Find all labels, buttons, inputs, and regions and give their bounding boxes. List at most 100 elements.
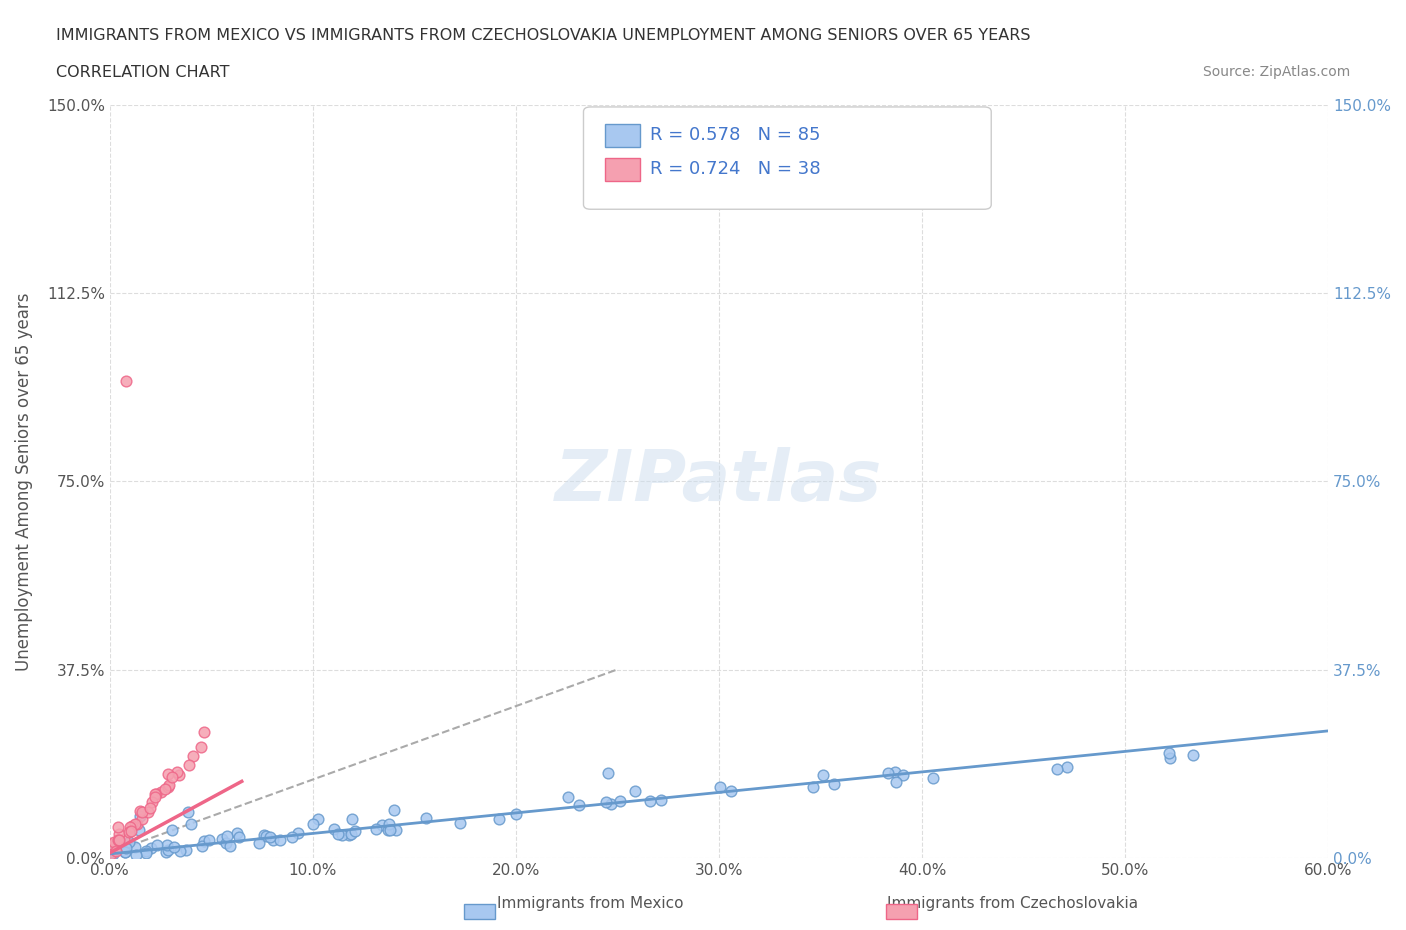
Point bbox=[145, 787, 167, 802]
Point bbox=[124, 817, 146, 831]
Point bbox=[193, 724, 215, 739]
Point bbox=[215, 829, 238, 844]
Point bbox=[125, 848, 148, 863]
Point bbox=[100, 837, 122, 852]
Point bbox=[135, 845, 157, 860]
Point bbox=[128, 822, 150, 837]
Text: Immigrants from Czechoslovakia: Immigrants from Czechoslovakia bbox=[887, 897, 1137, 911]
Point bbox=[129, 804, 152, 818]
Point bbox=[118, 834, 141, 849]
Point bbox=[138, 804, 160, 819]
Point bbox=[167, 767, 190, 782]
Point bbox=[143, 787, 166, 802]
Point bbox=[884, 775, 907, 790]
Point bbox=[609, 793, 631, 808]
Point bbox=[891, 768, 914, 783]
Point bbox=[488, 812, 510, 827]
Point bbox=[262, 832, 284, 847]
Point bbox=[114, 841, 136, 856]
Point bbox=[228, 830, 250, 844]
Point bbox=[1159, 751, 1181, 765]
Point bbox=[120, 824, 142, 839]
Point bbox=[568, 798, 591, 813]
Point bbox=[449, 815, 471, 830]
Point bbox=[107, 819, 129, 834]
Point bbox=[150, 785, 173, 800]
Point bbox=[339, 828, 361, 843]
Point bbox=[884, 764, 907, 779]
Point bbox=[120, 819, 142, 834]
Point bbox=[146, 837, 169, 852]
Point bbox=[709, 779, 731, 794]
Point bbox=[650, 793, 672, 808]
Point bbox=[155, 781, 177, 796]
Point bbox=[599, 796, 621, 811]
Point bbox=[323, 821, 346, 836]
Point bbox=[141, 794, 163, 809]
Text: Immigrants from Mexico: Immigrants from Mexico bbox=[498, 897, 683, 911]
Point bbox=[253, 828, 276, 843]
Point bbox=[340, 812, 363, 827]
Point bbox=[104, 844, 127, 858]
Point bbox=[922, 771, 945, 786]
Point bbox=[157, 766, 180, 781]
Point bbox=[180, 817, 202, 831]
Point bbox=[380, 822, 402, 837]
Point bbox=[302, 817, 325, 831]
Point bbox=[169, 844, 191, 858]
Point bbox=[247, 836, 270, 851]
Point bbox=[415, 810, 437, 825]
Point bbox=[181, 749, 204, 764]
Text: CORRELATION CHART: CORRELATION CHART bbox=[56, 65, 229, 80]
Point bbox=[877, 765, 900, 780]
Point bbox=[115, 374, 138, 389]
Point bbox=[215, 836, 238, 851]
Point bbox=[343, 824, 366, 839]
Point bbox=[114, 844, 136, 859]
Point bbox=[287, 826, 309, 841]
Point bbox=[101, 844, 124, 859]
Point bbox=[269, 832, 291, 847]
Point bbox=[177, 804, 200, 819]
Point bbox=[143, 790, 166, 804]
Point bbox=[385, 822, 408, 837]
Point bbox=[190, 739, 212, 754]
Point bbox=[105, 836, 128, 851]
Text: R = 0.724   N = 38: R = 0.724 N = 38 bbox=[650, 160, 820, 179]
Point bbox=[131, 811, 153, 826]
Point bbox=[155, 844, 177, 859]
Point bbox=[135, 844, 157, 858]
Point bbox=[259, 830, 281, 844]
Point bbox=[378, 817, 401, 831]
Point bbox=[128, 809, 150, 824]
Point bbox=[640, 794, 662, 809]
Point bbox=[211, 831, 233, 846]
Point bbox=[364, 821, 387, 836]
Point bbox=[218, 838, 240, 853]
Point bbox=[225, 826, 247, 841]
Point bbox=[107, 832, 129, 847]
Point bbox=[124, 839, 146, 854]
Point bbox=[801, 779, 824, 794]
Point bbox=[139, 801, 162, 816]
Point bbox=[191, 838, 214, 853]
Point bbox=[156, 779, 179, 794]
Point bbox=[160, 769, 183, 784]
Text: ZIPatlas: ZIPatlas bbox=[555, 446, 883, 516]
Point bbox=[595, 795, 617, 810]
Point bbox=[624, 784, 647, 799]
Point bbox=[823, 777, 845, 791]
Point bbox=[382, 803, 405, 817]
Point bbox=[193, 833, 215, 848]
Point bbox=[160, 823, 183, 838]
Point bbox=[177, 758, 200, 773]
Point bbox=[1157, 745, 1180, 760]
Text: R = 0.578   N = 85: R = 0.578 N = 85 bbox=[650, 126, 820, 144]
Point bbox=[377, 823, 399, 838]
Point bbox=[330, 828, 353, 843]
Point bbox=[281, 829, 304, 844]
Point bbox=[720, 784, 742, 799]
Point bbox=[121, 818, 143, 833]
Point bbox=[163, 840, 186, 855]
Point bbox=[117, 825, 139, 840]
